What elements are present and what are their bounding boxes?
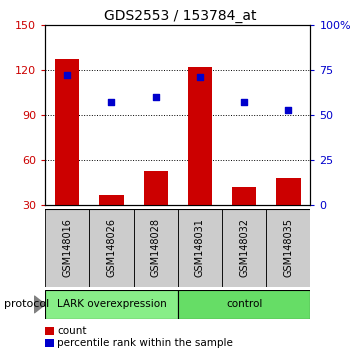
Text: control: control bbox=[226, 299, 262, 309]
Text: GDS2553 / 153784_at: GDS2553 / 153784_at bbox=[104, 9, 257, 23]
Text: GSM148026: GSM148026 bbox=[106, 218, 117, 277]
Bar bbox=[188, 67, 212, 205]
Bar bbox=[232, 187, 256, 205]
Bar bbox=[178, 209, 222, 287]
Text: percentile rank within the sample: percentile rank within the sample bbox=[57, 338, 233, 348]
Bar bbox=[45, 290, 178, 319]
Text: GSM148016: GSM148016 bbox=[62, 218, 72, 277]
Text: GSM148032: GSM148032 bbox=[239, 218, 249, 277]
Point bbox=[197, 74, 203, 80]
Point bbox=[109, 99, 114, 105]
Text: count: count bbox=[57, 326, 87, 336]
Point bbox=[241, 99, 247, 105]
Bar bbox=[144, 171, 168, 205]
Text: LARK overexpression: LARK overexpression bbox=[57, 299, 166, 309]
Bar bbox=[134, 209, 178, 287]
Bar bbox=[90, 209, 134, 287]
Bar bbox=[222, 209, 266, 287]
Polygon shape bbox=[34, 296, 45, 313]
Text: protocol: protocol bbox=[4, 299, 49, 309]
Text: GSM148031: GSM148031 bbox=[195, 218, 205, 277]
Bar bbox=[99, 195, 123, 205]
Point bbox=[64, 73, 70, 78]
Bar bbox=[276, 178, 300, 205]
Bar bbox=[178, 290, 310, 319]
Point bbox=[153, 94, 158, 100]
Text: GSM148035: GSM148035 bbox=[283, 218, 293, 277]
Bar bbox=[55, 59, 79, 205]
Point bbox=[286, 107, 291, 113]
Bar bbox=[266, 209, 310, 287]
Bar bbox=[45, 209, 90, 287]
Text: GSM148028: GSM148028 bbox=[151, 218, 161, 277]
